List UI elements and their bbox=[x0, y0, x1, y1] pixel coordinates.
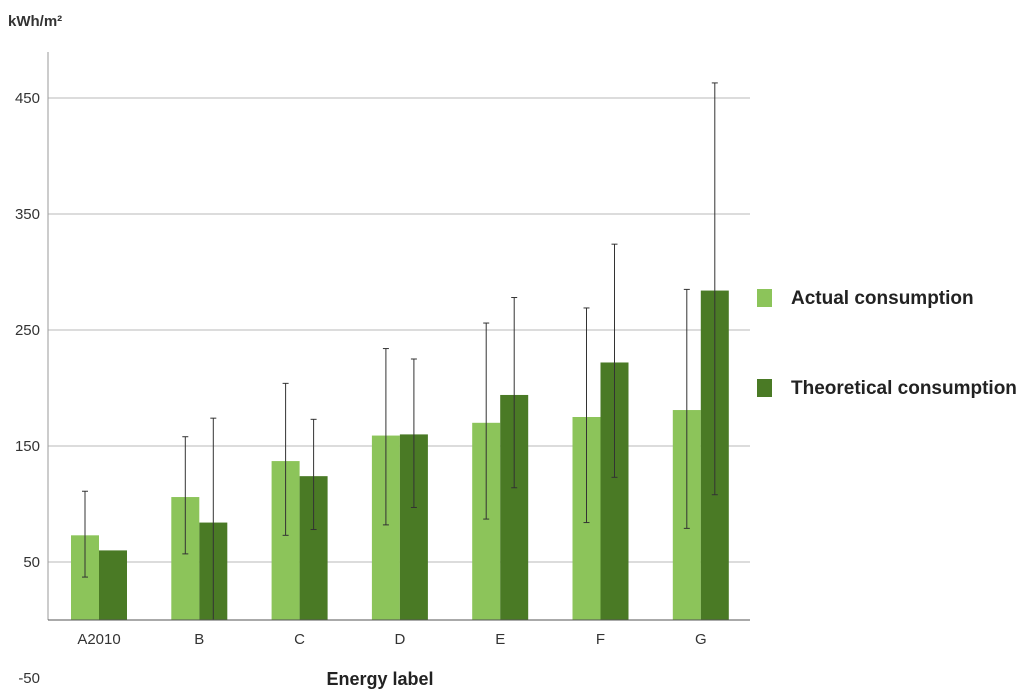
x-axis-label: Energy label bbox=[326, 669, 433, 689]
x-tick-label: A2010 bbox=[77, 631, 120, 648]
y-tick-label: 450 bbox=[15, 90, 40, 107]
bar-theoretical bbox=[99, 550, 127, 620]
error-bars-group bbox=[82, 82, 718, 621]
bars-group bbox=[71, 290, 729, 620]
x-tick-label: G bbox=[695, 631, 707, 648]
legend: Actual consumption Theoretical consumptio… bbox=[757, 288, 1017, 399]
legend-label: Actual consumption bbox=[791, 288, 974, 309]
grid-lines bbox=[48, 97, 750, 563]
y-tick-label: -50 bbox=[18, 670, 40, 687]
y-tick-label: 250 bbox=[15, 322, 40, 339]
y-tick-labels: -50 50 150 250 350 450 bbox=[15, 90, 40, 687]
legend-label: Theoretical consumption bbox=[791, 378, 1017, 399]
legend-swatch bbox=[757, 379, 772, 397]
x-tick-label: B bbox=[194, 631, 204, 648]
legend-swatch bbox=[757, 289, 772, 307]
x-tick-label: D bbox=[394, 631, 405, 648]
y-axis-label: kWh/m² bbox=[8, 13, 62, 30]
x-tick-labels: A2010 B C D E F G bbox=[77, 631, 706, 648]
x-tick-label: E bbox=[495, 631, 505, 648]
x-tick-label: F bbox=[596, 631, 605, 648]
y-tick-label: 350 bbox=[15, 206, 40, 223]
y-tick-label: 150 bbox=[15, 438, 40, 455]
y-tick-label: 50 bbox=[23, 554, 40, 571]
x-tick-label: C bbox=[294, 631, 305, 648]
